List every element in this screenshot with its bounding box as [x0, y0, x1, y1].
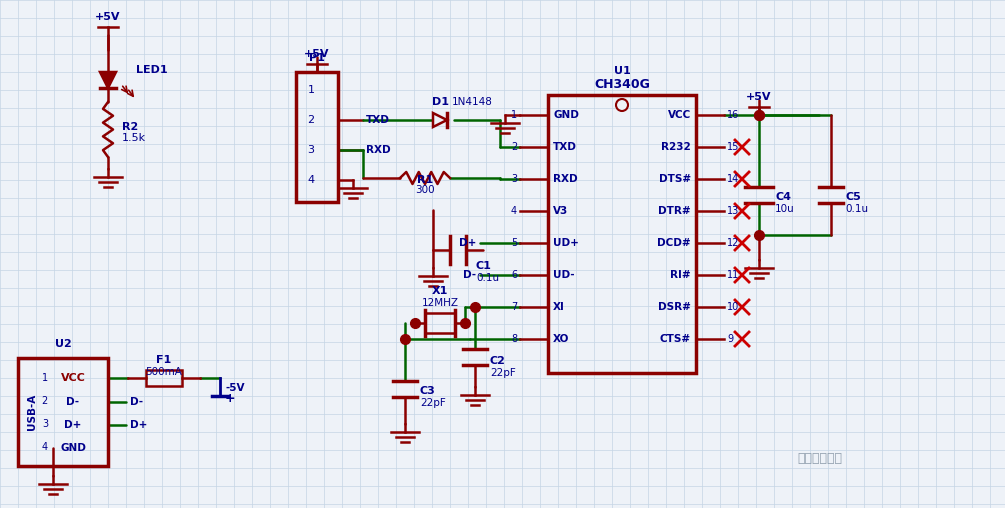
Text: +5V: +5V [305, 49, 330, 59]
Text: XI: XI [553, 302, 565, 312]
Text: RXD: RXD [553, 174, 578, 184]
Text: 7: 7 [511, 302, 517, 312]
Text: UD-: UD- [553, 270, 575, 280]
Text: U2: U2 [54, 339, 71, 349]
Text: D+: D+ [130, 420, 148, 430]
Bar [146, 370, 182, 386]
Text: D1: D1 [432, 97, 449, 107]
Text: 10: 10 [727, 302, 740, 312]
Bar [18, 358, 108, 466]
Text: 2: 2 [308, 115, 315, 125]
Text: 2: 2 [511, 142, 517, 152]
Text: VCC: VCC [667, 110, 691, 120]
Text: 13: 13 [727, 206, 740, 216]
Text: -5V: -5V [225, 383, 244, 393]
Text: D-: D- [463, 270, 476, 280]
Text: 1N4148: 1N4148 [452, 97, 492, 107]
Text: +5V: +5V [95, 12, 121, 22]
Polygon shape [100, 72, 116, 88]
Text: 1: 1 [511, 110, 517, 120]
Text: LED1: LED1 [136, 65, 168, 75]
Text: +5V: +5V [747, 92, 772, 102]
Text: 5: 5 [511, 238, 517, 248]
Text: D-: D- [130, 397, 143, 407]
Text: 22pF: 22pF [420, 398, 446, 408]
Text: CH340G: CH340G [594, 79, 650, 91]
Text: 4: 4 [42, 442, 48, 452]
Text: C1: C1 [476, 261, 491, 271]
Text: TXD: TXD [366, 115, 390, 125]
Text: TXD: TXD [553, 142, 577, 152]
Text: 22pF: 22pF [490, 368, 516, 378]
Text: 2: 2 [42, 396, 48, 406]
Text: C4: C4 [775, 192, 791, 202]
Text: GND: GND [60, 443, 86, 453]
Text: U1: U1 [614, 66, 630, 76]
Text: D-: D- [66, 397, 79, 407]
Text: C2: C2 [490, 356, 506, 366]
Text: V3: V3 [553, 206, 568, 216]
Text: 4: 4 [511, 206, 517, 216]
Text: DTS#: DTS# [659, 174, 691, 184]
Text: R232: R232 [661, 142, 691, 152]
Text: CTS#: CTS# [660, 334, 691, 344]
Circle shape [616, 99, 628, 111]
Text: 14: 14 [727, 174, 740, 184]
Text: GND: GND [553, 110, 579, 120]
Text: 12: 12 [727, 238, 740, 248]
Bar [548, 95, 696, 373]
Text: 11: 11 [727, 270, 740, 280]
Text: 15: 15 [727, 142, 740, 152]
Text: 0.1u: 0.1u [476, 273, 499, 283]
Text: 3: 3 [511, 174, 517, 184]
Text: P1: P1 [310, 53, 325, 63]
Text: 300: 300 [415, 185, 435, 195]
Text: RXD: RXD [366, 145, 391, 155]
Text: VCC: VCC [60, 373, 85, 383]
Bar [425, 313, 455, 333]
Text: 12MHZ: 12MHZ [421, 298, 458, 308]
Text: 6: 6 [511, 270, 517, 280]
Text: R2: R2 [122, 122, 139, 132]
Text: 1: 1 [42, 373, 48, 383]
Text: C3: C3 [420, 386, 436, 396]
Text: 4: 4 [308, 175, 315, 185]
Text: D+: D+ [458, 238, 476, 248]
Text: +: + [225, 392, 235, 404]
Text: 1.5k: 1.5k [122, 133, 146, 143]
Text: F1: F1 [157, 355, 172, 365]
Text: 3: 3 [308, 145, 315, 155]
Text: C5: C5 [845, 192, 860, 202]
Text: USB-A: USB-A [27, 394, 37, 430]
Text: X1: X1 [432, 286, 448, 296]
Text: RI#: RI# [670, 270, 691, 280]
Text: 精研电子社团: 精研电子社团 [798, 452, 842, 464]
Text: R1: R1 [417, 175, 433, 185]
Text: 9: 9 [727, 334, 733, 344]
Text: 10u: 10u [775, 204, 795, 214]
Text: 500mA: 500mA [146, 367, 183, 377]
Text: 8: 8 [511, 334, 517, 344]
Text: D+: D+ [64, 420, 81, 430]
Text: 3: 3 [42, 419, 48, 429]
Text: DCD#: DCD# [657, 238, 691, 248]
Text: DTR#: DTR# [658, 206, 691, 216]
Text: 1: 1 [308, 85, 315, 95]
Bar [296, 72, 338, 202]
Text: 0.1u: 0.1u [845, 204, 868, 214]
Text: DSR#: DSR# [658, 302, 691, 312]
Text: UD+: UD+ [553, 238, 579, 248]
Text: 16: 16 [727, 110, 740, 120]
Text: XO: XO [553, 334, 570, 344]
